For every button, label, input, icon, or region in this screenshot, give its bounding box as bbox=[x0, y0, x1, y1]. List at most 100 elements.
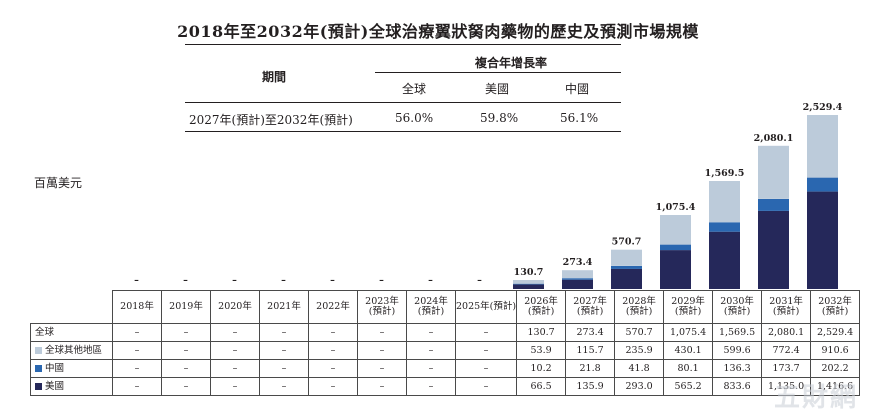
bar-segment-usa bbox=[660, 250, 691, 289]
cagr-period: 2027年(預計)至2032年(預計) bbox=[189, 113, 353, 127]
bar-segment-china bbox=[513, 283, 544, 285]
cagr-top-rule bbox=[185, 44, 621, 45]
table-cell: – bbox=[259, 341, 309, 360]
bar-segment-rest-of-world bbox=[709, 181, 740, 223]
table-cell: – bbox=[454, 323, 518, 342]
total-label: – bbox=[379, 275, 384, 286]
table-cell: 293.0 bbox=[614, 377, 665, 396]
bar-segment-rest-of-world bbox=[562, 270, 593, 279]
row-label: 美國 bbox=[30, 377, 113, 396]
x-tick-label: 2027年 (預計) bbox=[565, 290, 616, 324]
table-cell: – bbox=[357, 323, 407, 342]
bar-segment-usa bbox=[709, 231, 740, 289]
cagr-value-usa: 59.8% bbox=[480, 111, 519, 125]
table-cell: – bbox=[454, 377, 518, 396]
table-cell: – bbox=[259, 377, 309, 396]
table-cell: – bbox=[112, 359, 162, 378]
x-tick-label: 2024年 (預計) bbox=[406, 290, 456, 324]
x-tick-label: 2031年 (預計) bbox=[761, 290, 812, 324]
x-tick-label: 2021年 bbox=[259, 290, 309, 324]
table-cell: 599.6 bbox=[712, 341, 763, 360]
total-label: – bbox=[477, 275, 482, 286]
table-header-row: 2018年 2019年 2020年 2021年 2022年 2023年 (預計) 2024年(… bbox=[30, 290, 861, 324]
table-cell: 570.7 bbox=[614, 323, 665, 342]
x-tick-label: 2018年 bbox=[112, 290, 162, 324]
table-cell: 53.9 bbox=[516, 341, 567, 360]
table-cell: – bbox=[308, 377, 358, 396]
x-tick-label: 2032年 (預計) bbox=[810, 290, 861, 324]
table-cell: – bbox=[259, 323, 309, 342]
bar-segment-china bbox=[807, 177, 838, 192]
row-label: 全球 bbox=[30, 323, 113, 342]
table-cell: – bbox=[210, 341, 260, 360]
table-cell: 2,080.1 bbox=[761, 323, 812, 342]
table-cell: 273.4 bbox=[565, 323, 616, 342]
total-label: 2,529.4 bbox=[803, 102, 843, 113]
table-corner-cell bbox=[30, 290, 113, 324]
total-label: 1,075.4 bbox=[656, 202, 696, 213]
bar-segment-usa bbox=[758, 210, 789, 289]
table-cell: – bbox=[454, 341, 518, 360]
table-cell: 136.3 bbox=[712, 359, 763, 378]
table-cell: – bbox=[161, 341, 211, 360]
total-label: 273.4 bbox=[563, 257, 593, 268]
bar-segment-rest-of-world bbox=[513, 280, 544, 284]
table-cell: 10.2 bbox=[516, 359, 567, 378]
table-cell: – bbox=[112, 377, 162, 396]
table-cell: 1,075.4 bbox=[663, 323, 714, 342]
table-cell: – bbox=[357, 377, 407, 396]
table-cell: – bbox=[406, 359, 456, 378]
total-label: 130.7 bbox=[514, 267, 544, 278]
cagr-region-usa: 美國 bbox=[485, 82, 510, 96]
table-cell: – bbox=[308, 323, 358, 342]
x-tick-label: 2023年 (預計) bbox=[357, 290, 407, 324]
table-cell: – bbox=[210, 359, 260, 378]
table-cell: – bbox=[210, 377, 260, 396]
x-tick-label: 2022年 bbox=[308, 290, 358, 324]
total-label: – bbox=[183, 275, 188, 286]
stacked-bar-chart: – – – – – – – – 130.7 273.4 570.7 1,075.4 1,569.5 2,0… bbox=[134, 102, 843, 289]
x-tick-label: 2028年 (預計) bbox=[614, 290, 665, 324]
cagr-sub-rule bbox=[375, 72, 621, 73]
table-cell: 135.9 bbox=[565, 377, 616, 396]
cagr-bottom-rule bbox=[185, 131, 621, 132]
table-cell: – bbox=[357, 359, 407, 378]
bar-segment-usa bbox=[807, 191, 838, 289]
legend-swatch bbox=[35, 346, 42, 354]
table-cell: – bbox=[308, 341, 358, 360]
table-cell: – bbox=[406, 341, 456, 360]
x-tick-label: 2020年 bbox=[210, 290, 260, 324]
row-label: 中國 bbox=[30, 359, 113, 378]
bar-segment-rest-of-world bbox=[807, 115, 838, 178]
bar-segment-china bbox=[660, 244, 691, 251]
data-table: 2018年 2019年 2020年 2021年 2022年 2023年 (預計) 2024年(… bbox=[30, 290, 861, 396]
legend-swatch bbox=[35, 382, 42, 390]
table-cell: 115.7 bbox=[565, 341, 616, 360]
chart-title: 2018年至2032年(預計)全球治療翼狀胬肉藥物的歷史及預測市場規模 bbox=[177, 22, 699, 41]
x-tick-label: 2026年 (預計) bbox=[516, 290, 567, 324]
bar-segment-rest-of-world bbox=[660, 215, 691, 245]
table-cell: – bbox=[454, 359, 518, 378]
x-tick-label: 2019年 bbox=[161, 290, 211, 324]
table-cell: – bbox=[161, 377, 211, 396]
table-cell: – bbox=[406, 377, 456, 396]
table-cell: 130.7 bbox=[516, 323, 567, 342]
cagr-mid-rule bbox=[185, 102, 621, 103]
bar-segment-rest-of-world bbox=[611, 249, 642, 266]
table-cell: 80.1 bbox=[663, 359, 714, 378]
x-tick-label: 2030年 (預計) bbox=[712, 290, 763, 324]
unit-label: 百萬美元 bbox=[34, 176, 83, 190]
total-label: – bbox=[428, 275, 433, 286]
table-cell: 565.2 bbox=[663, 377, 714, 396]
table-cell: – bbox=[161, 323, 211, 342]
table-cell: – bbox=[112, 323, 162, 342]
bar-segment-china bbox=[709, 222, 740, 232]
cagr-region-china: 中國 bbox=[565, 82, 590, 96]
cagr-period-header: 期間 bbox=[262, 70, 287, 84]
table-cell: 2,529.4 bbox=[810, 323, 861, 342]
bar-segment-rest-of-world bbox=[758, 145, 789, 199]
total-label: – bbox=[232, 275, 237, 286]
bar-segment-usa bbox=[562, 279, 593, 289]
cagr-value-global: 56.0% bbox=[395, 111, 434, 125]
bar-segment-china bbox=[562, 278, 593, 280]
